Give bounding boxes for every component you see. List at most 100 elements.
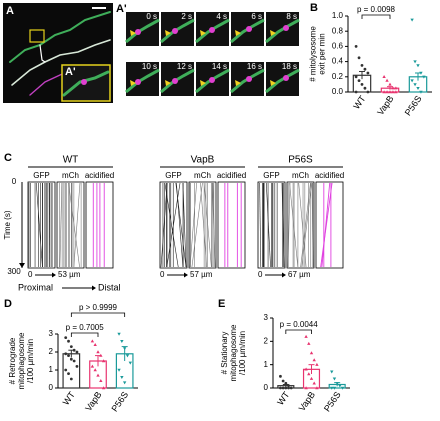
data-point	[332, 377, 337, 381]
data-point	[96, 350, 100, 354]
data-point	[354, 90, 358, 94]
scale-start: 0	[28, 270, 33, 279]
arrowhead	[130, 80, 136, 86]
puncta	[209, 77, 215, 83]
time-label: 8 s	[286, 12, 297, 21]
channel-label: mCh	[62, 171, 79, 180]
arrowhead	[235, 30, 241, 36]
neurite	[160, 68, 195, 94]
data-point	[312, 381, 316, 385]
significance-bracket	[70, 312, 126, 317]
data-point	[64, 368, 68, 372]
arrowhead	[200, 80, 206, 86]
arrowhead	[165, 80, 171, 86]
puncta	[283, 25, 289, 31]
neurite	[125, 68, 160, 94]
kymo-track	[281, 182, 285, 268]
kymo-track	[265, 182, 271, 268]
data-point	[360, 64, 364, 67]
kymo-track	[301, 182, 312, 268]
data-point	[394, 90, 398, 94]
scale-end: 53 µm	[58, 270, 81, 279]
channel-label: GFP	[33, 171, 49, 180]
data-point	[90, 364, 95, 368]
data-point	[69, 377, 73, 381]
data-point	[304, 334, 308, 338]
arrowhead	[270, 80, 276, 86]
puncta	[172, 28, 178, 34]
data-point	[289, 386, 293, 390]
data-point	[388, 90, 392, 94]
x-tick-label: WT	[275, 389, 292, 407]
data-point	[101, 359, 106, 363]
data-point	[366, 71, 370, 75]
kymo-track	[189, 182, 197, 268]
arrowhead	[165, 30, 171, 36]
data-point	[388, 82, 392, 86]
time-label: 16 s	[247, 62, 262, 71]
data-point	[309, 351, 314, 355]
y-tick-label: 0	[49, 383, 54, 392]
inset-label: A'	[65, 66, 76, 78]
puncta	[246, 76, 252, 82]
kymo-track	[176, 182, 184, 268]
x-tick-label: WT	[351, 93, 368, 111]
kymo-track	[300, 182, 311, 268]
puncta	[135, 29, 141, 35]
puncta	[283, 75, 289, 81]
kymo-track	[59, 182, 63, 268]
y-axis-label: mitophagosome	[17, 332, 26, 389]
data-point	[309, 376, 314, 380]
data-point	[284, 381, 288, 385]
data-point	[99, 353, 103, 357]
x-tick-label: WT	[61, 389, 78, 407]
p-value: p = 0.0098	[357, 5, 396, 14]
data-point	[394, 86, 398, 90]
data-point	[410, 79, 414, 83]
data-point	[357, 79, 361, 82]
data-point	[391, 90, 395, 94]
direction-label: Distal	[98, 282, 121, 292]
y-tick-label: 1.0	[332, 11, 344, 20]
channel-label: acidified	[85, 171, 114, 180]
kymo-track	[259, 182, 262, 268]
y-axis-label: # Stationary	[220, 332, 229, 375]
panel-label: A	[6, 5, 14, 17]
panel-label: D	[4, 298, 12, 310]
arrowhead	[52, 272, 56, 278]
neurite	[265, 68, 300, 94]
neurite	[265, 18, 300, 44]
significance-bracket	[285, 329, 312, 334]
data-point	[391, 86, 395, 90]
data-point	[93, 343, 97, 346]
data-point	[354, 75, 358, 79]
time-label: 10 s	[142, 62, 157, 71]
data-point	[120, 376, 124, 379]
scale-start: 0	[160, 270, 165, 279]
data-point	[416, 64, 420, 68]
data-point	[69, 357, 73, 361]
data-point	[75, 350, 79, 354]
data-point	[357, 56, 361, 60]
significance-bracket	[70, 332, 99, 337]
y-tick-label: 1	[49, 365, 54, 374]
arrowhead	[200, 30, 206, 36]
panel-label: B	[310, 2, 318, 14]
y-axis-label: mitophagosome	[229, 324, 238, 381]
data-point	[382, 75, 386, 78]
data-point	[315, 386, 319, 390]
data-point	[72, 359, 76, 363]
data-point	[64, 336, 68, 339]
y-tick-label: 0.4	[332, 57, 344, 66]
data-point	[72, 348, 76, 352]
neurite	[160, 18, 195, 44]
data-point	[284, 386, 288, 390]
data-point	[99, 379, 103, 382]
time-tick: 0	[12, 177, 17, 186]
group-title: VapB	[191, 155, 215, 166]
data-point	[122, 347, 127, 351]
data-point	[281, 386, 285, 390]
kymograph	[315, 181, 344, 269]
kymo-track	[289, 182, 299, 268]
neurite	[9, 11, 111, 63]
